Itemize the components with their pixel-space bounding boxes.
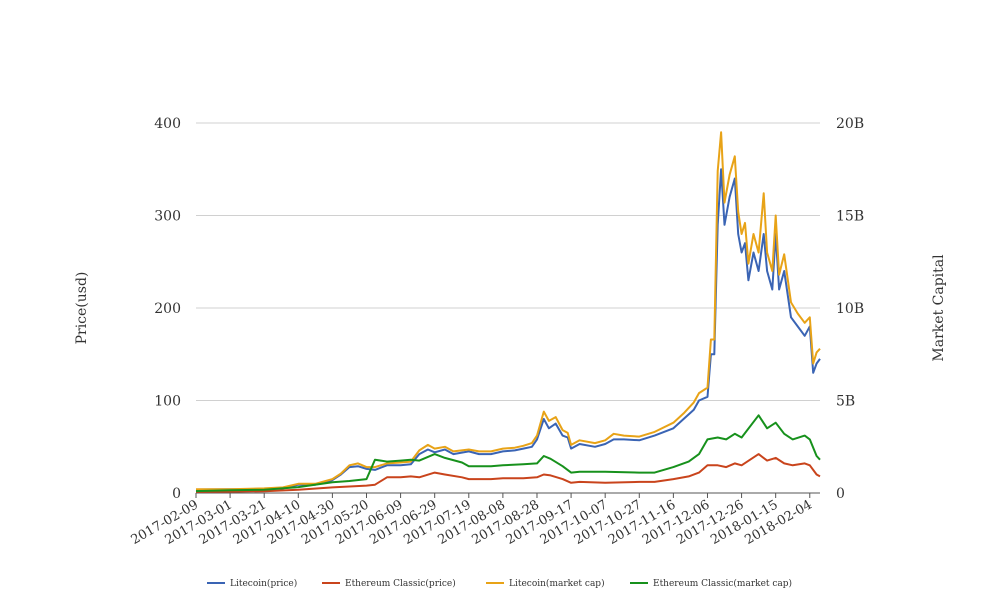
legend-label-1: Ethereum Classic(price) [345,578,456,589]
series-line-3 [195,414,821,493]
legend-label-0: Litecoin(price) [230,578,297,589]
left-y-axis-ticks: 0 100 200 300 400 [154,116,181,502]
left-y-axis-title: Price(usd) [74,272,90,345]
series-line-2 [196,131,821,491]
right-y-tick-label: 0 [836,486,845,502]
right-y-tick-label: 15B [836,209,864,225]
right-y-axis-ticks: 0 5B 10B 15B 20B [836,116,864,502]
series-line-0 [195,168,821,491]
legend: Litecoin(price) Ethereum Classic(price) Li… [207,578,792,589]
legend-label-2: Litecoin(market cap) [509,578,605,589]
legend-label-3: Ethereum Classic(market cap) [653,578,792,589]
left-y-tick-label: 0 [172,486,181,502]
left-y-tick-label: 200 [154,301,181,317]
x-axis-ticks: 2017-02-092017-03-012017-03-212017-04-10… [129,493,815,548]
right-y-axis-title: Market Capital [931,254,947,362]
series-lines [195,131,821,493]
left-y-tick-label: 400 [154,116,181,132]
left-y-tick-label: 100 [154,394,181,410]
gridlines [196,122,820,494]
right-y-tick-label: 10B [836,301,864,317]
left-y-tick-label: 300 [154,209,181,225]
right-y-tick-label: 20B [836,116,864,132]
right-y-tick-label: 5B [836,394,855,410]
series-line-1 [195,453,821,493]
